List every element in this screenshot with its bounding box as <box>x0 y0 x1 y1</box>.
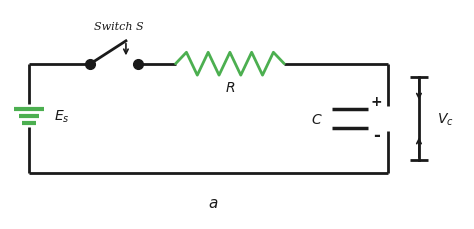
Text: Switch S: Switch S <box>94 22 144 32</box>
Text: +: + <box>371 95 382 109</box>
Text: $V_c$: $V_c$ <box>437 111 454 127</box>
Text: $E_s$: $E_s$ <box>54 108 69 125</box>
Text: $C$: $C$ <box>311 112 323 126</box>
Text: $R$: $R$ <box>225 80 235 94</box>
Text: -: - <box>373 126 380 144</box>
Text: $a$: $a$ <box>208 196 219 210</box>
